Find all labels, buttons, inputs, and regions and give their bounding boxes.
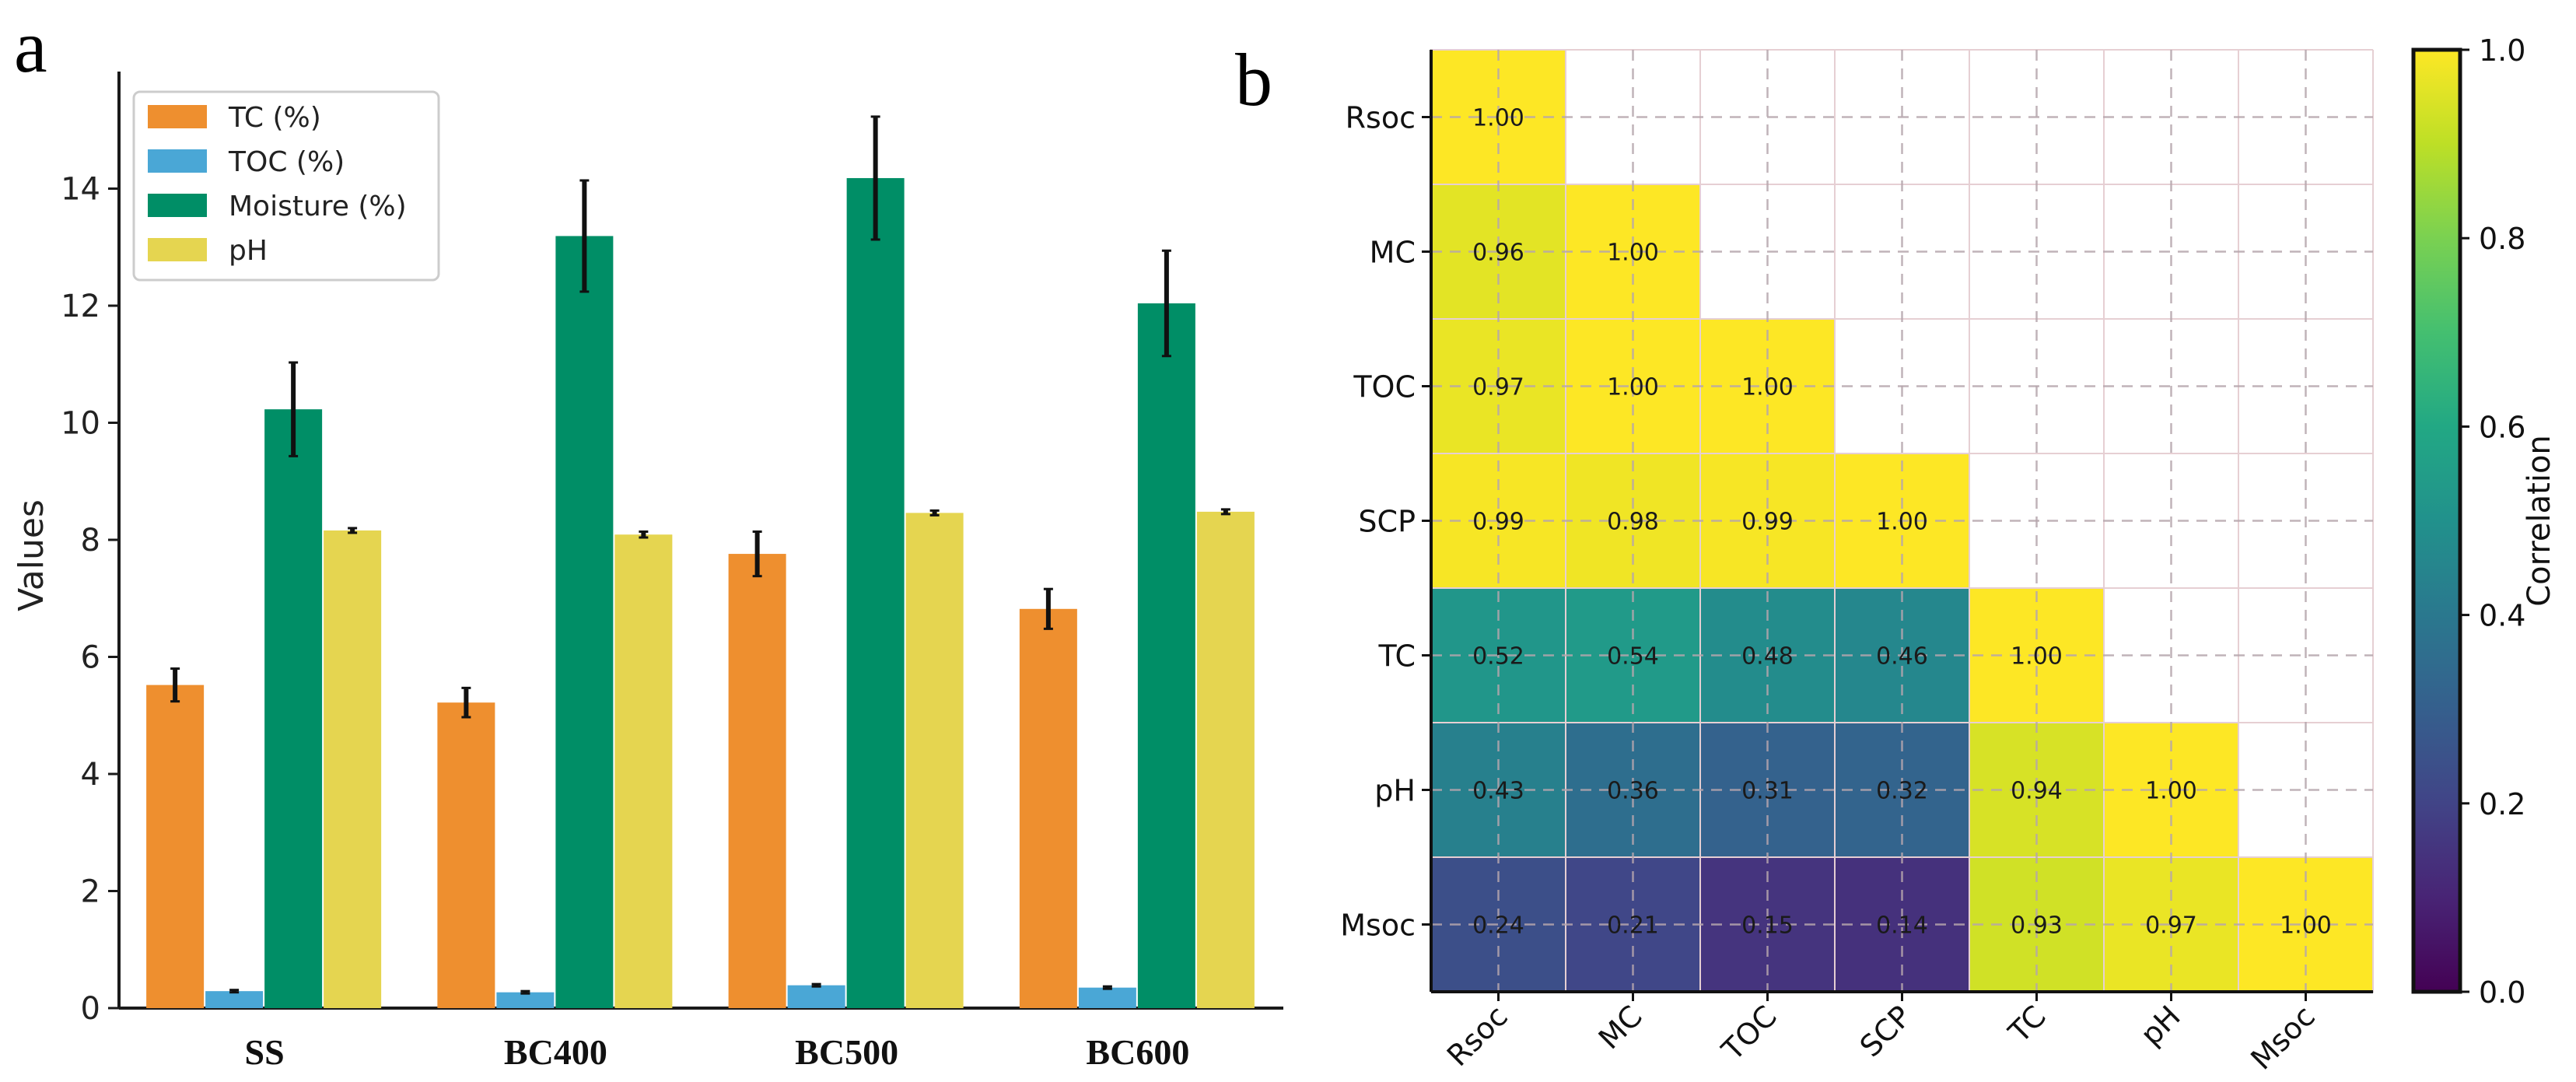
cell-value-label: 0.32 (1876, 778, 1928, 805)
heatmap-col-label: Msoc (2244, 999, 2322, 1077)
cell-value-label: 0.54 (1607, 643, 1659, 671)
x-tick-label: BC400 (504, 1032, 607, 1072)
y-tick-label: 6 (81, 640, 100, 676)
cell-value-label: 0.21 (1607, 912, 1659, 940)
bar (614, 534, 673, 1008)
cell-value-label: 1.00 (1876, 509, 1928, 536)
cell-value-label: 0.15 (1741, 912, 1794, 940)
cell-value-label: 0.43 (1472, 778, 1524, 805)
heatmap-row-label: TC (1377, 639, 1416, 674)
cell-value-label: 0.97 (2145, 912, 2197, 940)
heatmap-row-label: SCP (1358, 505, 1416, 539)
cell-value-label: 1.00 (2280, 912, 2332, 940)
colorbar-label: Correlation (2522, 435, 2557, 607)
legend-label: Moisture (%) (229, 191, 407, 222)
colorbar-tick-label: 1.0 (2479, 33, 2525, 68)
panel-a-label: a (14, 5, 47, 88)
y-tick-label: 14 (61, 172, 100, 208)
y-tick-label: 4 (81, 757, 100, 793)
bar (1019, 608, 1077, 1008)
bar (437, 702, 495, 1008)
cell-value-label: 1.00 (1741, 374, 1794, 401)
colorbar-bar (2411, 47, 2462, 994)
y-tick-label: 8 (81, 523, 100, 559)
cell-value-label: 0.46 (1876, 643, 1928, 671)
colorbar-tick-label: 0.8 (2479, 222, 2525, 256)
heatmap-row-label: TOC (1353, 370, 1416, 404)
cell-value-label: 0.48 (1741, 643, 1794, 671)
bar (728, 554, 786, 1008)
heatmap-col-label: TOC (1715, 999, 1783, 1067)
x-tick-label: SS (245, 1032, 285, 1072)
bar (1078, 987, 1136, 1008)
x-tick-label: BC500 (795, 1032, 898, 1072)
x-tick-label: BC600 (1086, 1032, 1189, 1072)
y-tick-label: 0 (81, 991, 100, 1027)
bar (1137, 303, 1195, 1008)
colorbar-tick-label: 0.0 (2479, 975, 2525, 1010)
cell-value-label: 0.97 (1472, 374, 1524, 401)
bar (205, 991, 264, 1008)
y-axis-label: Values (12, 499, 51, 611)
bar (905, 513, 964, 1008)
y-tick-label: 12 (61, 289, 100, 324)
cell-value-label: 0.36 (1607, 778, 1659, 805)
heatmap-row-label: Msoc (1340, 909, 1416, 943)
cell-value-label: 0.99 (1741, 509, 1794, 536)
colorbar: 0.0 0.2 0.4 0.6 0.8 1.0 Correlation (2411, 33, 2557, 1010)
cell-value-label: 0.52 (1472, 643, 1524, 671)
cell-value-label: 0.98 (1607, 509, 1659, 536)
legend-label: pH (229, 235, 268, 267)
cell-value-label: 1.00 (2145, 778, 2197, 805)
colorbar-tick-label: 0.4 (2479, 599, 2525, 633)
cell-value-label: 0.14 (1876, 912, 1928, 940)
cell-value-label: 1.00 (1607, 240, 1659, 267)
bar (264, 409, 323, 1008)
cell-value-label: 1.00 (1607, 374, 1659, 401)
cell-value-label: 1.00 (2011, 643, 2063, 671)
panel-b-label: b (1235, 38, 1272, 121)
bar (1196, 511, 1255, 1008)
heatmap-row-label: MC (1370, 236, 1416, 270)
y-tick-label: 2 (81, 874, 100, 910)
bar (496, 992, 555, 1008)
heatmap-col-label: pH (2133, 999, 2186, 1052)
bar (846, 177, 905, 1009)
cell-value-label: 0.24 (1472, 912, 1524, 940)
cell-value-label: 0.93 (2011, 912, 2063, 940)
legend-label: TOC (%) (228, 146, 345, 178)
bar (787, 985, 845, 1008)
legend-swatch (148, 149, 207, 173)
y-tick-label: 10 (61, 406, 100, 442)
legend-swatch (148, 105, 207, 128)
cell-value-label: 0.96 (1472, 240, 1524, 267)
cell-value-label: 0.99 (1472, 509, 1524, 536)
heatmap-col-label: Rsoc (1440, 999, 1514, 1073)
legend-swatch (148, 194, 207, 217)
cell-value-label: 1.00 (1472, 105, 1524, 132)
cell-value-label: 0.94 (2011, 778, 2063, 805)
heatmap-row-label: Rsoc (1346, 101, 1416, 135)
heatmap-col-label: MC (1592, 999, 1649, 1056)
bar (146, 685, 205, 1008)
heatmap-col-label: TC (2001, 999, 2052, 1049)
cell-value-label: 0.31 (1741, 778, 1794, 805)
colorbar-tick-label: 0.2 (2479, 787, 2525, 821)
heatmap-row-label: pH (1374, 774, 1416, 808)
legend-box (132, 90, 440, 282)
bar (555, 236, 614, 1008)
colorbar-tick-label: 0.6 (2479, 410, 2525, 444)
bar-chart: 0 2 4 6 8 10 12 14 Values SS BC400 BC500 BC600 TC (%)… (12, 72, 1283, 1072)
heatmap-col-label: SCP (1853, 999, 1918, 1063)
correlation-heatmap: 1.00 0.96 1.00 0.97 1.00 1.00 0.99 0.98 0.99 1.00… (1340, 49, 2374, 1077)
legend-swatch (148, 238, 207, 261)
bar (324, 530, 382, 1008)
legend-label: TC (%) (228, 102, 321, 134)
